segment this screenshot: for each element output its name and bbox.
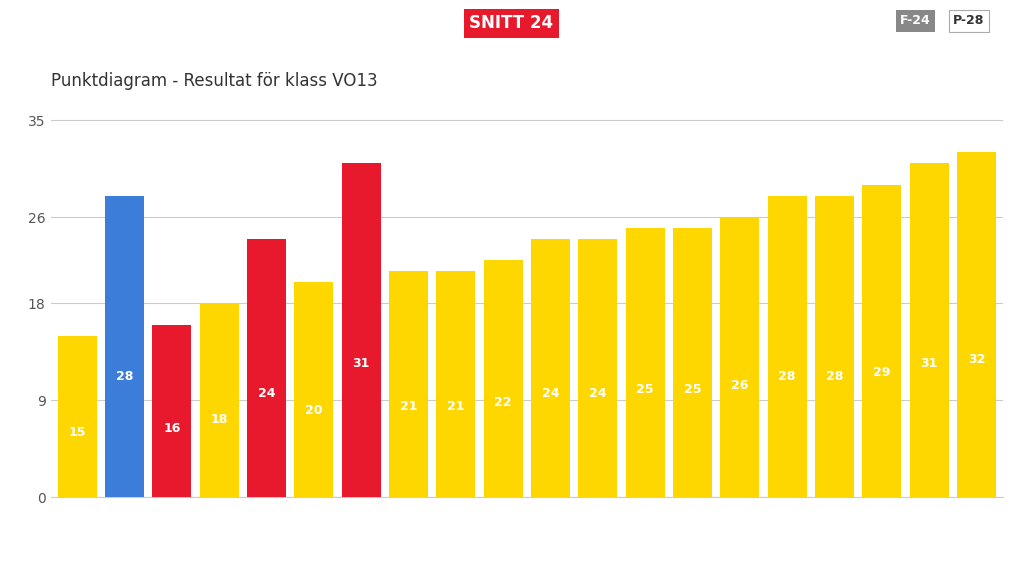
Bar [105, 195, 144, 497]
Bar [199, 303, 238, 497]
Text: 32: 32 [968, 353, 985, 366]
Bar [531, 239, 570, 497]
Text: 28: 28 [779, 370, 796, 383]
Bar [578, 239, 617, 497]
Bar [720, 217, 759, 497]
Text: 22: 22 [494, 396, 512, 409]
Text: 20: 20 [305, 405, 322, 417]
Text: 16: 16 [163, 422, 180, 435]
Text: 25: 25 [683, 383, 701, 396]
Text: F-24: F-24 [900, 14, 931, 27]
Text: 31: 31 [921, 357, 938, 370]
Bar [57, 336, 96, 497]
Text: 24: 24 [542, 387, 560, 400]
Bar [815, 195, 854, 497]
Bar [248, 239, 285, 497]
Bar [768, 195, 806, 497]
Text: 24: 24 [258, 387, 275, 400]
Text: 25: 25 [636, 383, 654, 396]
Text: 26: 26 [731, 379, 749, 391]
Bar [862, 185, 901, 497]
Bar [626, 228, 665, 497]
Text: 28: 28 [826, 370, 843, 383]
Bar [152, 325, 191, 497]
Text: P-28: P-28 [953, 14, 984, 27]
Text: 28: 28 [116, 370, 133, 383]
Bar [484, 260, 523, 497]
Bar [909, 163, 948, 497]
Text: 18: 18 [211, 413, 228, 426]
Bar [958, 153, 996, 497]
Bar [389, 271, 428, 497]
Text: 24: 24 [589, 387, 607, 400]
Bar [673, 228, 712, 497]
Text: SNITT 24: SNITT 24 [470, 14, 553, 32]
Text: 21: 21 [447, 400, 464, 413]
Text: 15: 15 [69, 426, 86, 439]
Bar [437, 271, 476, 497]
Bar [342, 163, 381, 497]
Text: Punktdiagram - Resultat för klass VO13: Punktdiagram - Resultat för klass VO13 [51, 72, 377, 90]
Text: 29: 29 [874, 366, 891, 379]
Text: 31: 31 [353, 357, 370, 370]
Text: 21: 21 [400, 400, 417, 413]
Bar [295, 281, 333, 497]
